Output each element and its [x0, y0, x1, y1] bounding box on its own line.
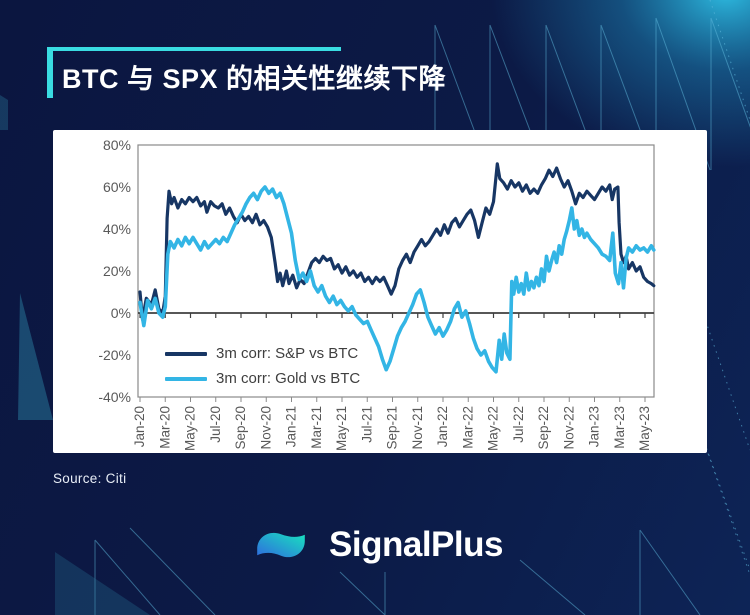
gold-line-swatch	[165, 376, 207, 381]
svg-text:20%: 20%	[103, 263, 131, 279]
gold-btc-correlation-line	[138, 185, 656, 374]
accent-bar	[47, 47, 53, 98]
correlation-chart: 80% 60% 40% 20% 0% -20% -40% Jan-20 Mar-20 May-2…	[98, 137, 656, 451]
signalplus-logo-icon	[257, 532, 305, 558]
svg-text:-40%: -40%	[98, 389, 131, 405]
svg-text:May-23: May-23	[637, 406, 652, 451]
svg-text:Jan-21: Jan-21	[284, 406, 299, 447]
teal-wedge	[18, 293, 53, 420]
source-attribution: Source: Citi	[53, 471, 127, 486]
svg-text:-20%: -20%	[98, 347, 131, 363]
y-axis-labels: 80% 60% 40% 20% 0% -20% -40%	[98, 137, 131, 405]
legend-item-gold: 3m corr: Gold vs BTC	[165, 366, 360, 391]
svg-text:Jul-22: Jul-22	[511, 406, 526, 443]
svg-text:May-21: May-21	[334, 406, 349, 451]
svg-text:Jan-22: Jan-22	[435, 406, 450, 447]
svg-text:Mar-23: Mar-23	[612, 406, 627, 449]
svg-text:Nov-21: Nov-21	[410, 406, 425, 450]
legend-item-spx: 3m corr: S&P vs BTC	[165, 341, 360, 366]
brand-footer: SignalPlus	[0, 518, 750, 572]
svg-text:Mar-22: Mar-22	[460, 406, 475, 449]
svg-text:Mar-21: Mar-21	[309, 406, 324, 449]
legend-label-spx: 3m corr: S&P vs BTC	[216, 345, 359, 362]
svg-text:Jan-20: Jan-20	[132, 406, 147, 447]
spx-btc-correlation-line	[138, 162, 656, 321]
svg-text:Jul-20: Jul-20	[208, 406, 223, 443]
brand-name: SignalPlus	[329, 525, 503, 564]
svg-text:May-20: May-20	[183, 406, 198, 451]
svg-text:Sep-20: Sep-20	[233, 406, 248, 450]
svg-text:Sep-22: Sep-22	[536, 406, 551, 450]
logo-wave-shape	[257, 532, 305, 558]
x-axis-labels: Jan-20 Mar-20 May-20 Jul-20 Sep-20 Nov-20 Jan-…	[132, 406, 652, 451]
chart-card: 80% 60% 40% 20% 0% -20% -40% Jan-20 Mar-20 May-2…	[53, 130, 707, 453]
svg-text:0%: 0%	[111, 305, 131, 321]
svg-text:Nov-22: Nov-22	[561, 406, 576, 450]
spx-line-swatch	[165, 351, 207, 356]
svg-text:40%: 40%	[103, 221, 131, 237]
accent-line	[47, 47, 341, 51]
svg-text:May-22: May-22	[486, 406, 501, 451]
svg-text:Mar-20: Mar-20	[157, 406, 172, 449]
svg-text:Sep-21: Sep-21	[385, 406, 400, 450]
svg-text:Nov-20: Nov-20	[258, 406, 273, 450]
legend-label-gold: 3m corr: Gold vs BTC	[216, 370, 361, 387]
svg-text:60%: 60%	[103, 179, 131, 195]
svg-text:Jul-21: Jul-21	[359, 406, 374, 443]
svg-text:80%: 80%	[103, 137, 131, 153]
chart-legend: 3m corr: S&P vs BTC 3m corr: Gold vs BTC	[165, 341, 360, 391]
svg-text:Jan-23: Jan-23	[587, 406, 602, 447]
page-title: BTC 与 SPX 的相关性继续下降	[62, 64, 447, 94]
